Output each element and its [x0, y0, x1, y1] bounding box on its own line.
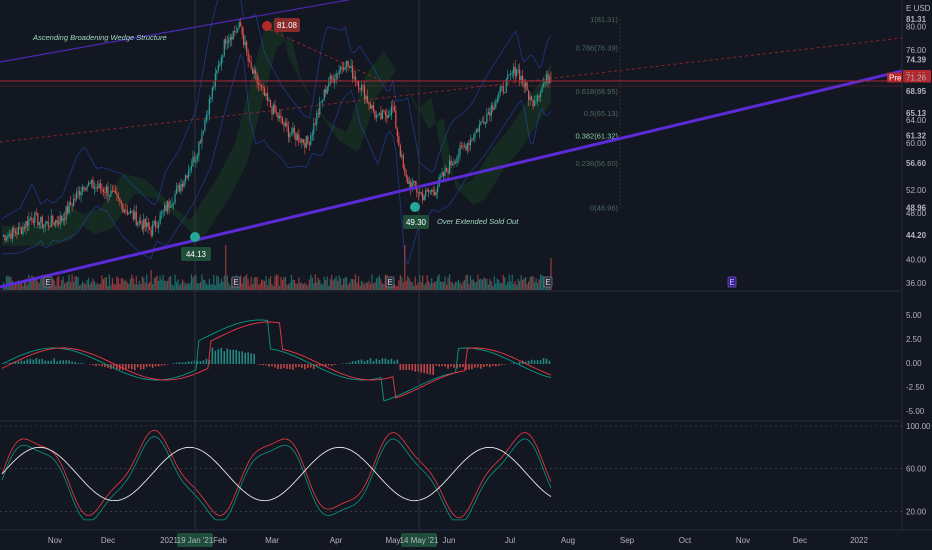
price-tick-15: 44.20 — [906, 231, 927, 240]
price-tick-5: 71.26 — [906, 74, 927, 83]
time-tick-14: 2022 — [850, 536, 868, 545]
earnings-marker-4: E — [729, 278, 734, 287]
fib-label-1: 0.786(76.39) — [575, 44, 618, 53]
time-tick-0: Nov — [48, 536, 62, 545]
time-tick-9: Aug — [561, 536, 575, 545]
price-tick-1: 80.00 — [906, 23, 927, 32]
price-tick-7: 65.13 — [906, 109, 927, 118]
time-highlight-1: 14 May '21 — [400, 536, 439, 545]
volume-bars — [2, 245, 552, 290]
price-tick-9: 61.32 — [906, 131, 927, 140]
time-tick-8: Jul — [505, 536, 515, 545]
price-tick-14: 48.00 — [906, 209, 927, 218]
price-tick-17: 36.00 — [906, 279, 927, 288]
fib-label-4: 0.382(61.32) — [575, 131, 618, 140]
price-tick-10: 60.00 — [906, 139, 927, 148]
fibonacci-retracement[interactable]: 1(81.31) 0.786(76.39) 0.618(68.95) 0.5(65.1… — [575, 15, 621, 213]
price-tick-0: 81.31 — [906, 15, 927, 24]
time-tick-2: 2021 — [160, 536, 178, 545]
macd-tick-0: 5.00 — [906, 311, 922, 320]
time-tick-13: Dec — [793, 536, 807, 545]
fib-label-3: 0.5(65.13) — [584, 109, 619, 118]
low-marker-2-label: 49.30 — [406, 218, 427, 227]
stoch-tick-1: 60.00 — [906, 465, 927, 474]
currency-label: E USD — [906, 4, 931, 13]
high-marker-label: 81.08 — [277, 21, 298, 30]
price-tick-16: 40.00 — [906, 256, 927, 265]
time-axis: Nov Dec 2021 Feb Mar Apr May Jun Jul Aug Sep Oct Nov… — [48, 0, 868, 547]
stochastic-panel — [0, 425, 902, 521]
wedge-label: Ascending Broadening Wedge Structure — [32, 33, 167, 42]
pre-market-label: Pre — [889, 74, 902, 83]
price-tick-12: 52.00 — [906, 186, 927, 195]
annotations: Ascending Broadening Wedge Structure Over… — [32, 18, 737, 288]
macd-panel — [1, 319, 552, 402]
earnings-marker-1: E — [233, 278, 238, 287]
earnings-marker-2: E — [387, 278, 392, 287]
price-tick-8: 64.00 — [906, 116, 927, 125]
macd-tick-1: 2.50 — [906, 335, 922, 344]
price-tick-6: 68.95 — [906, 87, 927, 96]
low-marker-1-label: 44.13 — [186, 250, 207, 259]
fib-label-0: 1(81.31) — [590, 15, 618, 24]
stoch-tick-0: 100.00 — [906, 422, 931, 431]
ichimoku-cloud — [2, 16, 551, 246]
time-tick-10: Sep — [620, 536, 635, 545]
time-tick-11: Oct — [679, 536, 692, 545]
time-tick-12: Nov — [736, 536, 750, 545]
time-tick-1: Dec — [101, 536, 115, 545]
fib-label-5: 0.236(56.60) — [575, 159, 618, 168]
price-tick-13: 48.96 — [906, 203, 927, 212]
stoch-tick-2: 20.00 — [906, 507, 927, 516]
earnings-marker-3: E — [545, 278, 550, 287]
time-highlight-0: 19 Jan '21 — [177, 536, 214, 545]
price-tick-11: 56.60 — [906, 159, 927, 168]
price-axis: 81.3180.0076.0074.3971.6971.2668.9565.13… — [887, 15, 931, 516]
price-tick-3: 74.39 — [906, 55, 927, 64]
fib-label-6: 0(48.96) — [590, 203, 618, 212]
time-tick-5: Apr — [330, 536, 343, 545]
price-tick-2: 76.00 — [906, 46, 927, 55]
fib-label-2: 0.618(68.95) — [575, 87, 618, 96]
macd-tick-3: -2.50 — [906, 383, 925, 392]
time-tick-3: Feb — [213, 536, 227, 545]
earnings-marker-0: E — [45, 278, 50, 287]
time-tick-4: Mar — [265, 536, 279, 545]
trend-lines[interactable] — [0, 0, 903, 289]
time-tick-6: May — [385, 536, 400, 545]
macd-tick-2: 0.00 — [906, 359, 922, 368]
time-tick-7: Jun — [443, 536, 456, 545]
oversold-label: Over Extended Sold Out — [437, 217, 519, 226]
bollinger-bands — [1, 0, 552, 266]
macd-tick-4: -5.00 — [906, 407, 925, 416]
